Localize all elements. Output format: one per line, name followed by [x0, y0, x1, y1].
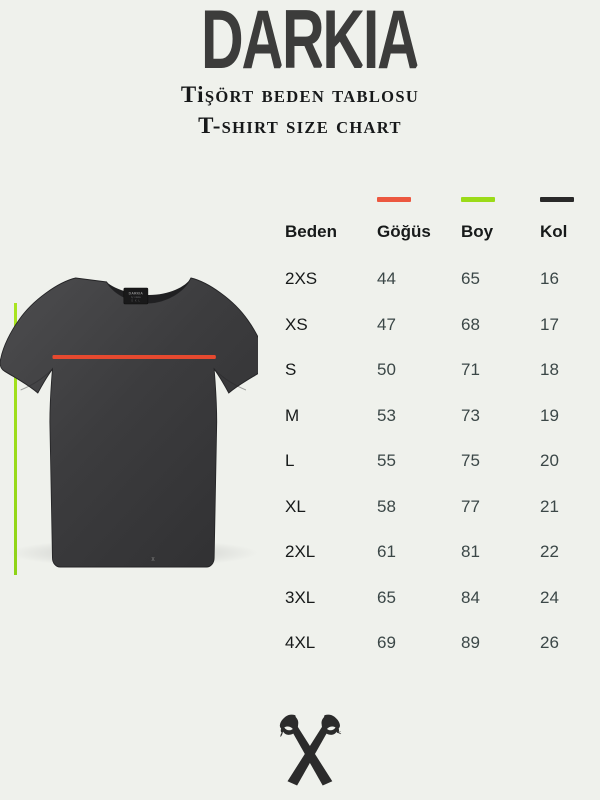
- svg-text:S X L: S X L: [131, 298, 140, 302]
- svg-text:DARKIA: DARKIA: [129, 291, 143, 295]
- svg-text:x: x: [151, 556, 155, 564]
- svg-text:by x darkia: by x darkia: [131, 296, 141, 299]
